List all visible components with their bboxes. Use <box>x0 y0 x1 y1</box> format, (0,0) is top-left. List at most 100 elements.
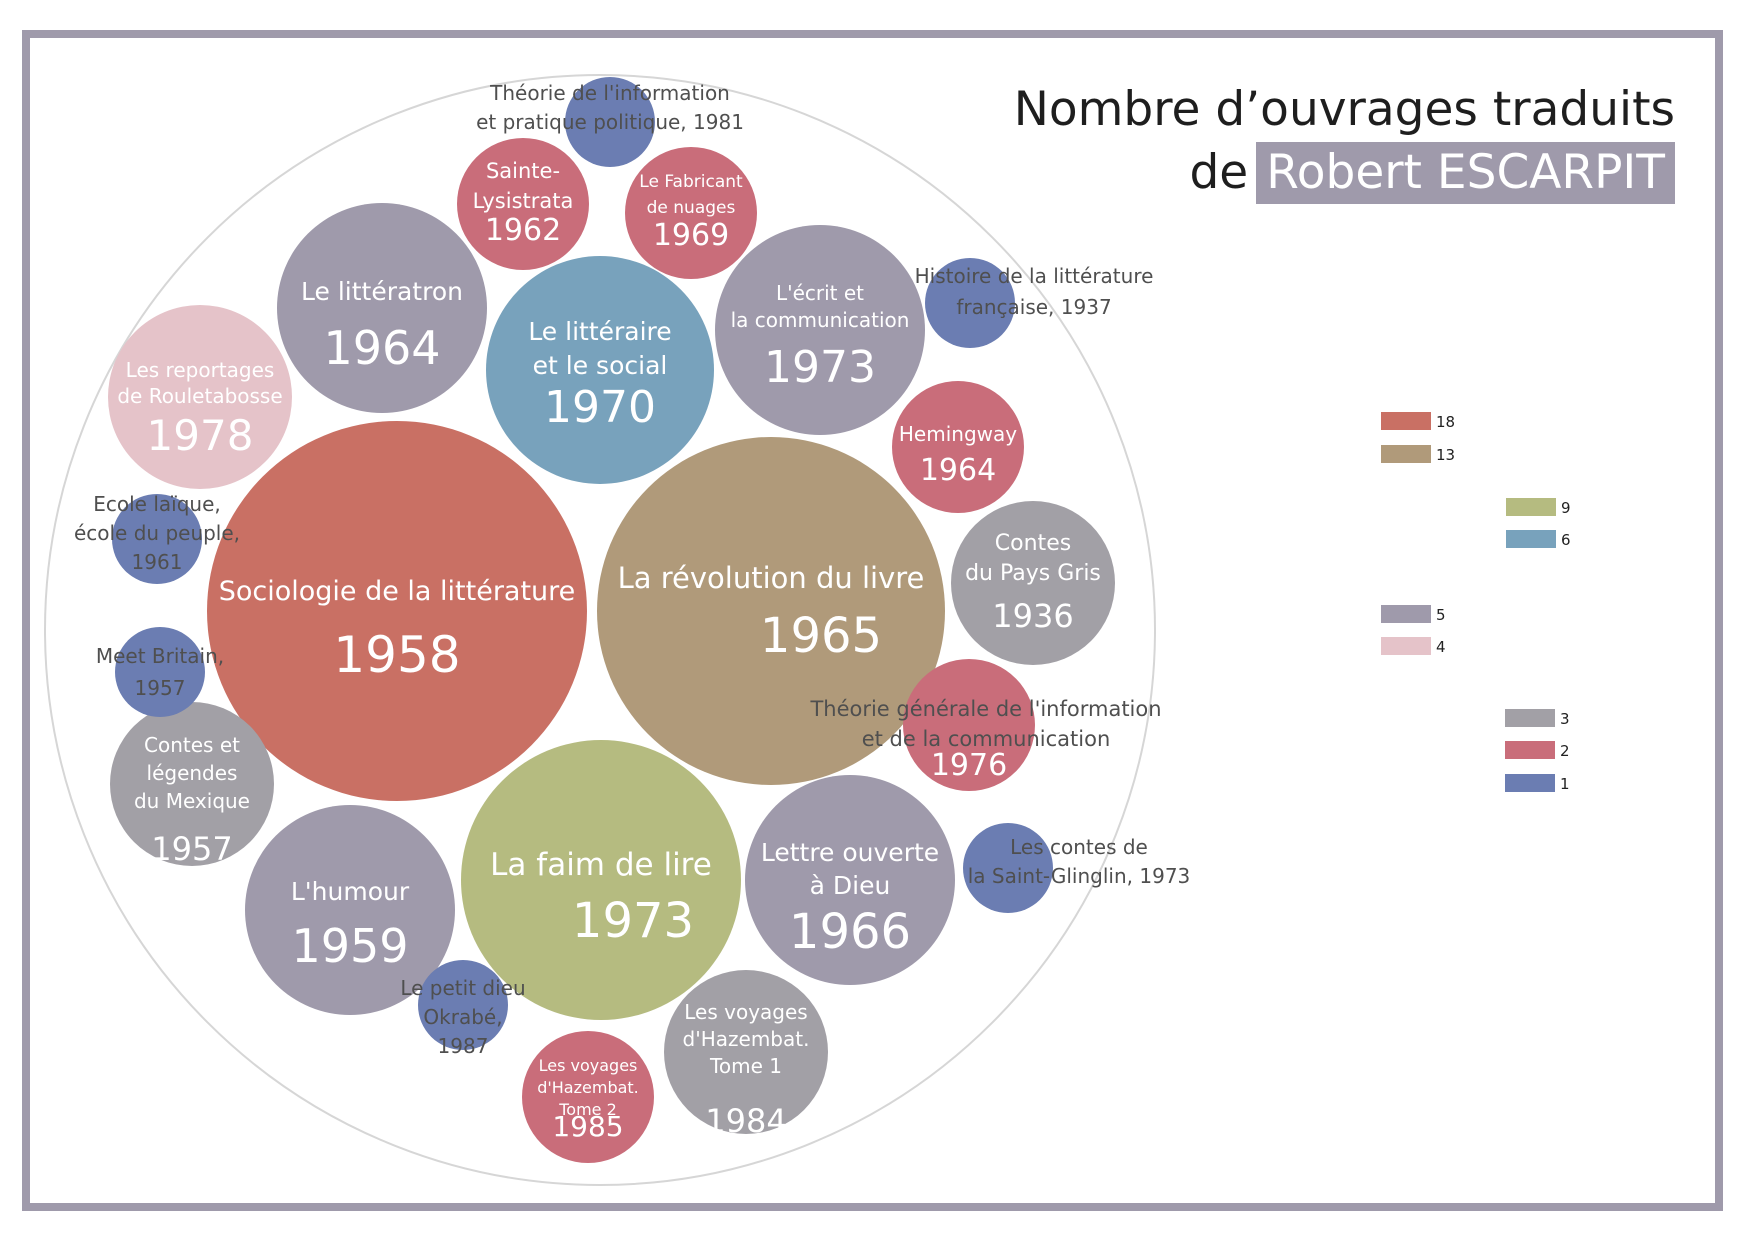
bubble-hazembat2 <box>522 1031 654 1163</box>
bubble-hemingway <box>892 381 1024 513</box>
bubble-year-pays-gris: 1936 <box>992 597 1073 635</box>
bubble-okrabe <box>418 960 508 1050</box>
bubble-label-pays-gris: Contes <box>995 531 1071 556</box>
bubble-label-pays-gris: du Pays Gris <box>965 561 1101 586</box>
bubble-pays-gris <box>951 501 1115 665</box>
bubble-label-hazembat1: Les voyages <box>684 1000 807 1024</box>
bubble-theorie-pratique <box>565 77 655 167</box>
outer-frame <box>22 30 1723 1211</box>
legend-swatch-18 <box>1381 412 1431 430</box>
bubble-label-histoire: française, 1937 <box>956 295 1111 319</box>
bubble-label-saint-glinglin: Les contes de <box>1010 835 1148 859</box>
bubble-mexique <box>110 702 274 866</box>
bubble-litteratron <box>277 203 487 413</box>
bubble-year-hemingway: 1964 <box>920 453 996 488</box>
bubble-label-mexique: du Mexique <box>134 789 250 813</box>
bubble-histoire <box>925 258 1015 348</box>
bubble-revolution <box>597 437 945 785</box>
bubble-label-litteratron: Le littératron <box>301 277 463 306</box>
bubble-label-meet-britain: Meet Britain, <box>96 644 224 668</box>
bubble-ecrit <box>715 225 925 435</box>
legend-swatch-13 <box>1381 445 1431 463</box>
legend-label-2: 2 <box>1560 742 1570 760</box>
bubble-label-hazembat2: Tome 2 <box>558 1100 617 1119</box>
bubble-year-litteratron: 1964 <box>323 321 440 375</box>
bubble-label-faim: La faim de lire <box>490 847 712 883</box>
bubble-fabricant <box>625 147 757 279</box>
bubble-label-fabricant: de nuages <box>647 198 736 218</box>
bubble-label-rouletabosse: de Rouletabosse <box>117 384 282 408</box>
legend-swatch-3 <box>1505 709 1555 727</box>
bubble-label-litteraire-social: Le littéraire <box>528 317 671 346</box>
legend-label-4: 4 <box>1436 638 1446 656</box>
bubble-litteraire-social <box>486 256 714 484</box>
bubble-label-revolution: La révolution du livre <box>618 561 925 595</box>
bubble-label-fabricant: Le Fabricant <box>639 172 743 192</box>
title-line-2: de Robert ESCARPIT <box>1014 142 1675 204</box>
bubble-label-histoire: Histoire de la littérature <box>915 264 1154 288</box>
bubble-label-lysistrata: Lysistrata <box>473 189 574 213</box>
bubble-year-litteraire-social: 1970 <box>544 382 656 433</box>
chart-title: Nombre d’ouvrages traduits de Robert ESCA… <box>1014 80 1675 204</box>
bubble-label-meet-britain: 1957 <box>135 676 186 700</box>
bubble-label-theorie-generale: Théorie générale de l'information <box>809 697 1161 721</box>
legend-label-13: 13 <box>1436 446 1455 464</box>
legend-label-18: 18 <box>1436 413 1455 431</box>
bubble-year-theorie-generale: 1976 <box>931 748 1007 783</box>
bubble-label-saint-glinglin: la Saint-Glinglin, 1973 <box>968 864 1191 888</box>
bubble-label-humour: L'humour <box>291 877 410 906</box>
bubble-label-sociologie: Sociologie de la littérature <box>219 576 576 607</box>
bubble-label-hazembat1: Tome 1 <box>709 1054 782 1078</box>
legend-swatch-2 <box>1505 741 1555 759</box>
bubble-year-hazembat2: 1985 <box>552 1110 623 1143</box>
bubble-rouletabosse <box>108 305 292 489</box>
bubble-label-theorie-generale: et de la communication <box>862 727 1111 751</box>
bubble-label-lysistrata: Sainte- <box>486 159 560 183</box>
legend-label-3: 3 <box>1560 710 1570 728</box>
legend-label-6: 6 <box>1561 531 1571 549</box>
legend-swatch-5 <box>1381 605 1431 623</box>
bubble-label-hemingway: Hemingway <box>899 422 1017 446</box>
bubble-label-theorie-pratique: et pratique politique, 1981 <box>476 110 744 134</box>
legend-swatch-6 <box>1506 530 1556 548</box>
bubble-lettre <box>745 775 955 985</box>
bubble-label-mexique: légendes <box>147 761 238 785</box>
bubble-label-hazembat2: Les voyages <box>539 1056 638 1075</box>
legend-label-9: 9 <box>1561 499 1571 517</box>
bubble-year-rouletabosse: 1978 <box>147 411 254 460</box>
bubble-meet-britain <box>115 627 205 717</box>
bubble-theorie-generale <box>903 659 1035 791</box>
outer-enclosing-circle <box>44 74 1156 1186</box>
bubble-year-lettre: 1966 <box>789 904 911 960</box>
bubble-year-fabricant: 1969 <box>653 218 729 253</box>
bubble-label-okrabe: Okrabé, <box>423 1005 502 1029</box>
bubble-label-litteraire-social: et le social <box>533 351 668 380</box>
bubble-year-humour: 1959 <box>291 919 408 973</box>
bubble-label-lettre: à Dieu <box>810 871 891 900</box>
bubble-label-ecrit: L'écrit et <box>776 281 864 305</box>
bubble-label-ecole: Ecole laïque, <box>93 492 221 516</box>
bubble-label-mexique: Contes et <box>144 733 240 757</box>
bubble-year-lysistrata: 1962 <box>485 213 561 248</box>
bubble-label-hazembat1: d'Hazembat. <box>683 1027 810 1051</box>
bubble-sociologie <box>207 421 587 801</box>
legend-swatch-9 <box>1506 498 1556 516</box>
bubble-year-revolution: 1965 <box>760 608 882 664</box>
legend-label-5: 5 <box>1436 606 1446 624</box>
bubble-label-okrabe: Le petit dieu <box>400 976 525 1000</box>
legend-swatch-1 <box>1505 774 1555 792</box>
legend-swatch-4 <box>1381 637 1431 655</box>
bubble-year-faim: 1973 <box>572 893 694 949</box>
bubble-label-hazembat2: d'Hazembat. <box>537 1078 639 1097</box>
bubble-year-mexique: 1957 <box>151 830 232 868</box>
title-prefix: de <box>1189 145 1249 200</box>
bubble-humour <box>245 805 455 1015</box>
legend-label-1: 1 <box>1560 775 1570 793</box>
bubble-label-okrabe: 1987 <box>438 1034 489 1058</box>
bubble-label-rouletabosse: Les reportages <box>126 358 275 382</box>
bubble-year-sociologie: 1958 <box>333 626 460 684</box>
title-author-highlight: Robert ESCARPIT <box>1256 142 1675 204</box>
bubble-label-theorie-pratique: Théorie de l'information <box>489 81 730 105</box>
bubble-faim <box>461 740 741 1020</box>
